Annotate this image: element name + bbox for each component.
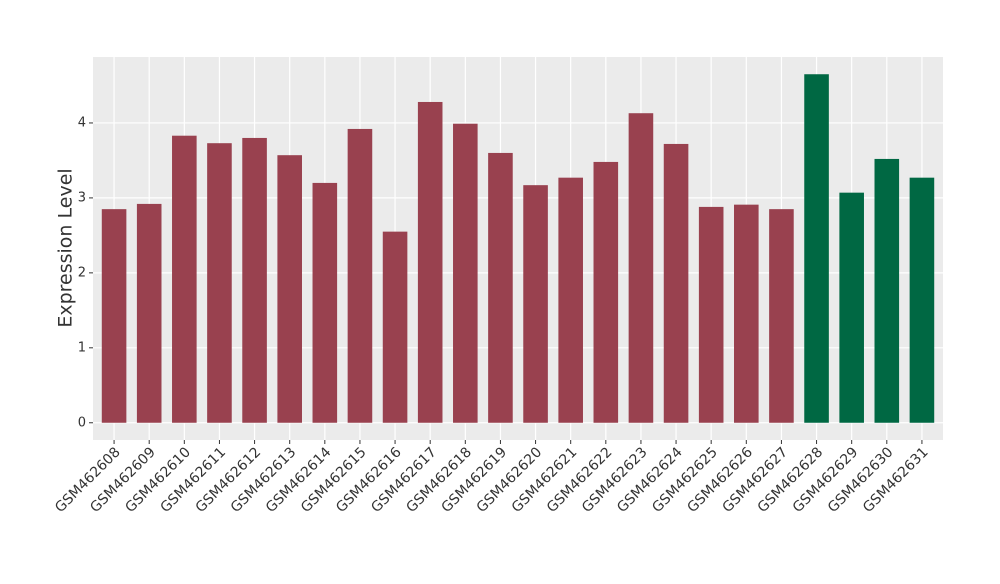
bar	[417, 101, 443, 423]
bar	[734, 204, 759, 423]
bar	[558, 177, 583, 423]
bar	[347, 128, 373, 423]
bar	[312, 182, 338, 423]
bar	[593, 161, 619, 423]
bar	[769, 209, 794, 423]
y-tick-label: 3	[78, 190, 86, 205]
bar	[136, 203, 162, 423]
bar	[663, 143, 689, 423]
y-tick-label: 0	[78, 415, 86, 430]
bar	[207, 143, 232, 423]
bar	[101, 209, 127, 423]
bar	[628, 113, 654, 423]
y-tick-label: 2	[78, 265, 86, 280]
bar	[804, 74, 829, 423]
bar	[488, 152, 513, 423]
bar	[242, 137, 267, 423]
bar	[909, 177, 935, 423]
y-axis-label: Expression Level	[55, 168, 77, 327]
y-tick-label: 4	[78, 115, 86, 130]
bar	[382, 231, 408, 423]
bar	[453, 123, 478, 423]
plot-panel	[93, 57, 943, 440]
bar	[874, 158, 900, 423]
bar	[523, 185, 548, 423]
bar	[172, 135, 197, 423]
bar	[839, 192, 864, 423]
y-tick-label: 1	[78, 340, 86, 355]
bar	[277, 155, 302, 423]
bar	[698, 206, 724, 423]
